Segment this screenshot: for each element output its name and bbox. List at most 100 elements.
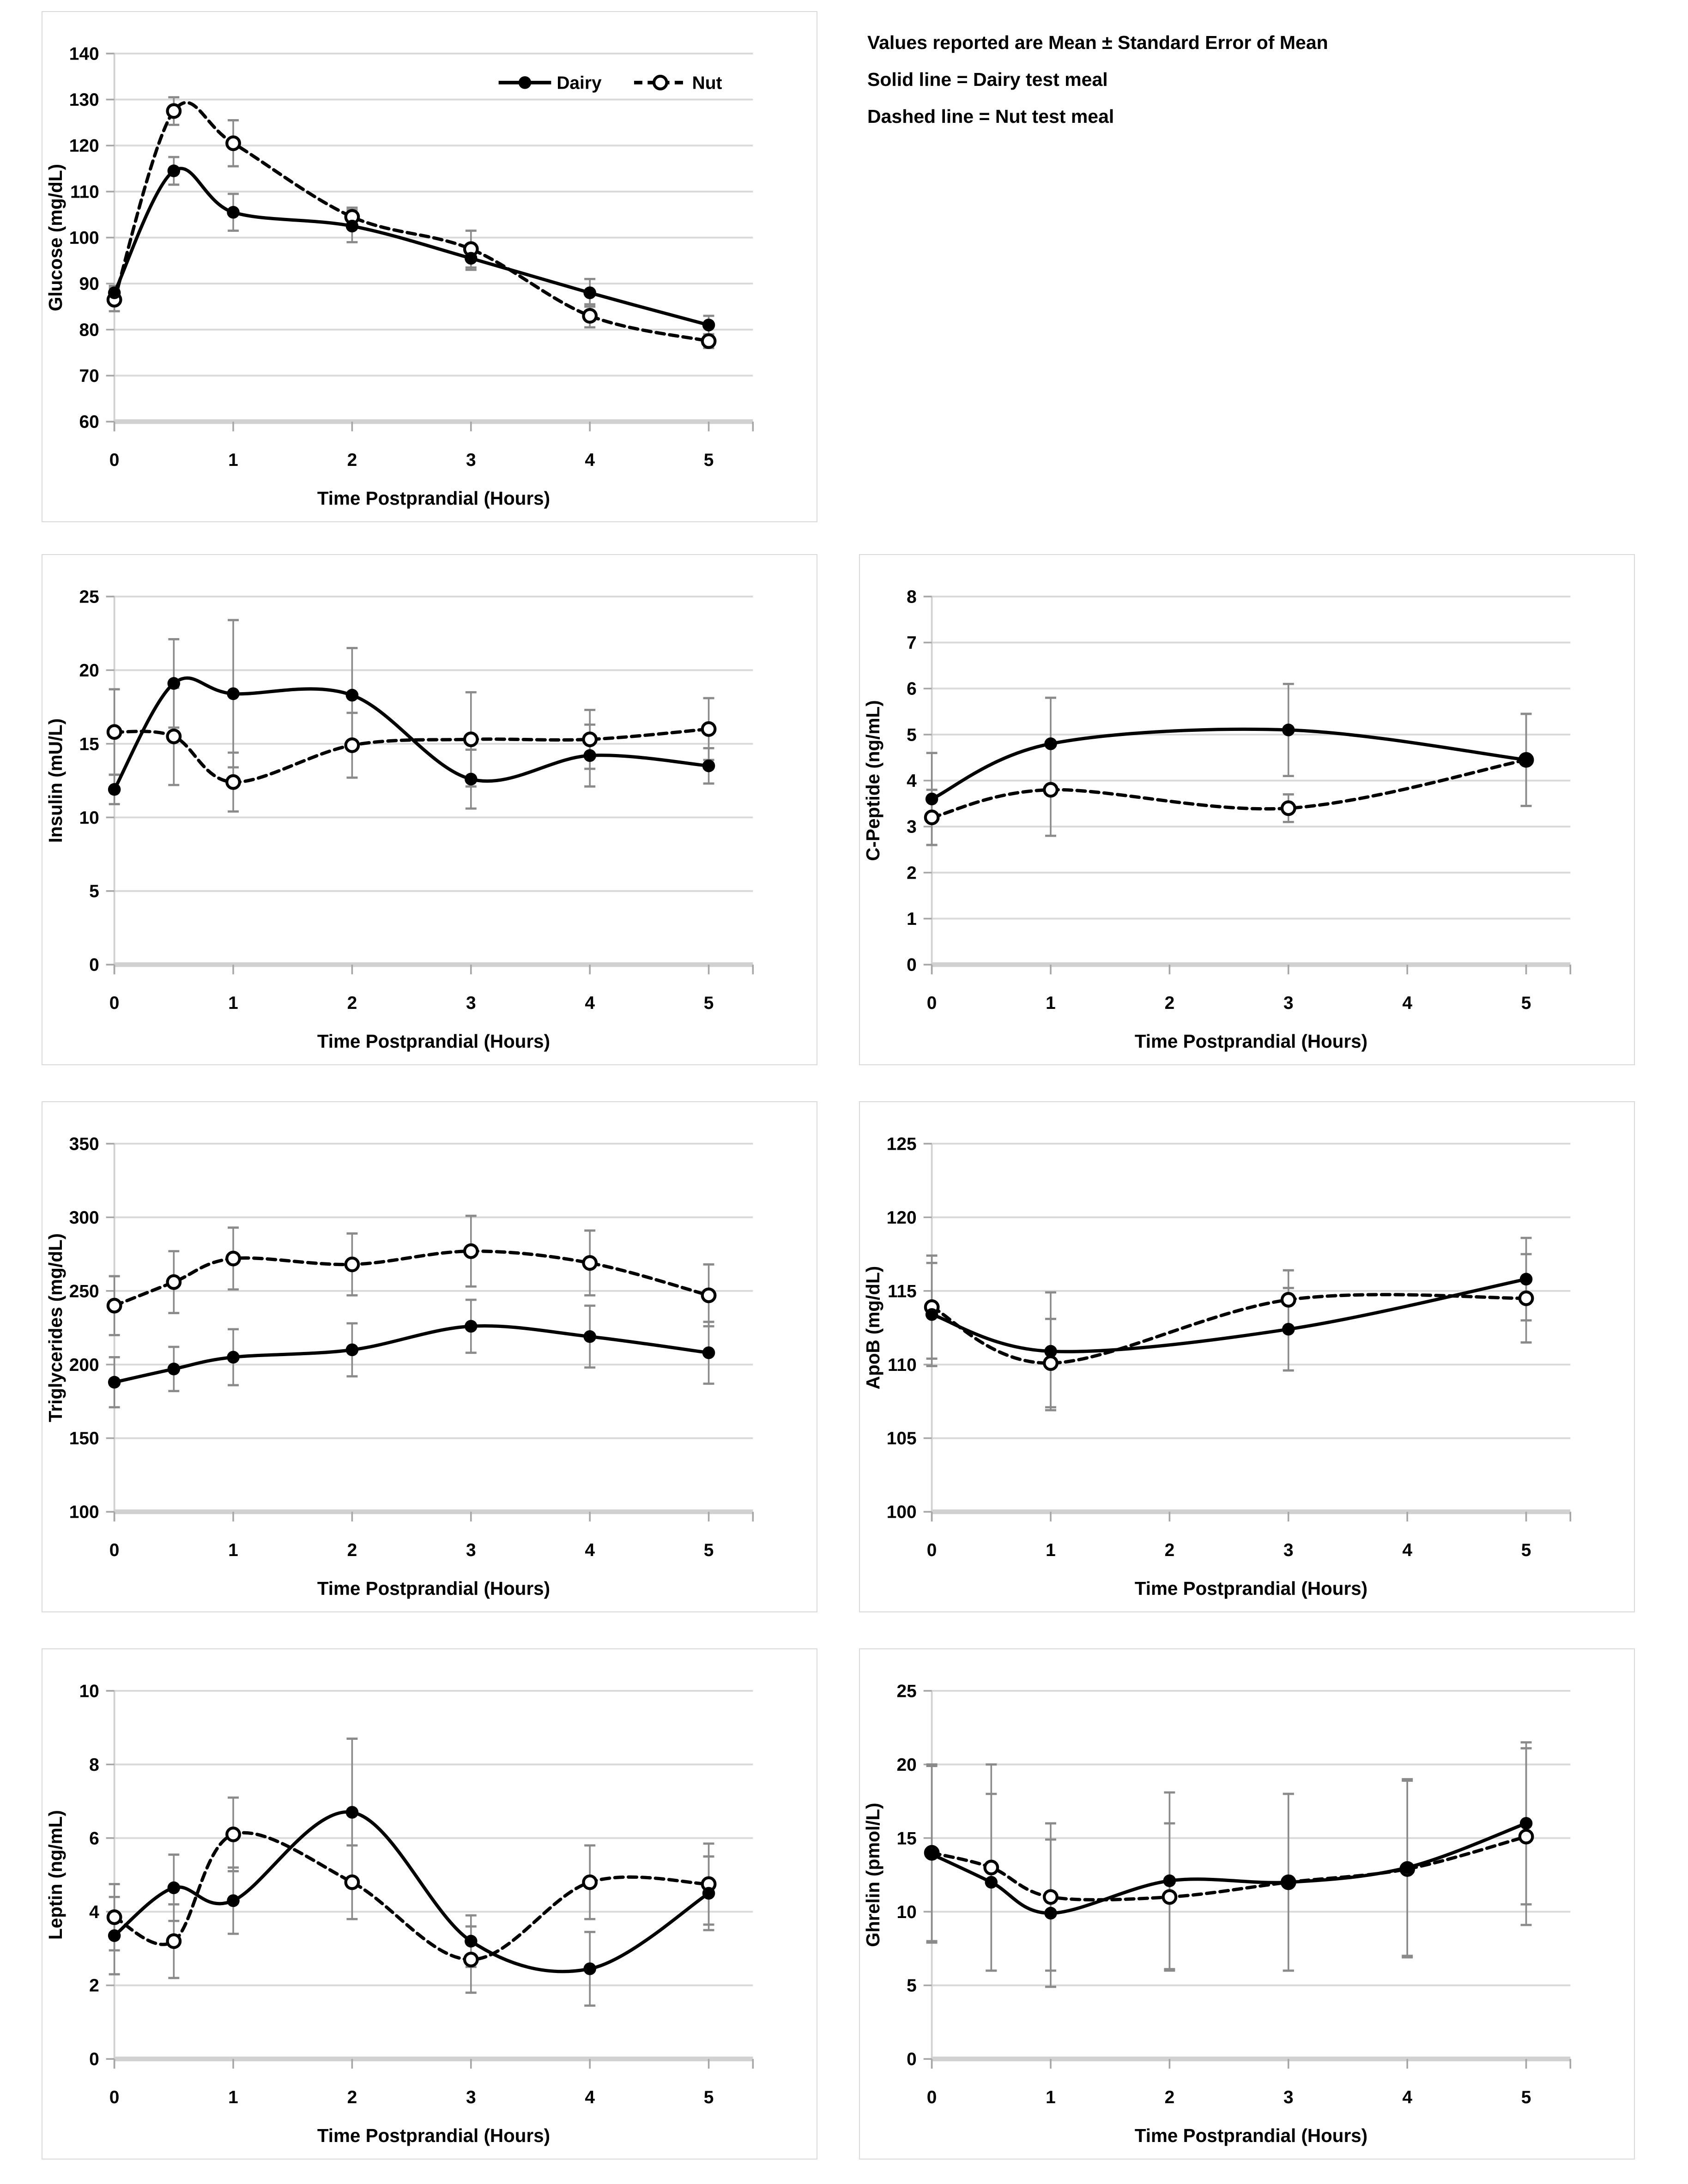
nut-series-markers <box>924 1828 1534 1905</box>
y-tick-label: 90 <box>79 274 99 294</box>
y-tick-label: 140 <box>69 44 99 64</box>
x-tick-label: 1 <box>1046 2087 1056 2107</box>
triglycerides-axis-labels: 100 150 200 250 300 350 0 1 2 3 4 5 Time Postprandia… <box>45 1134 714 1599</box>
insulin-plot: 0 5 10 15 20 25 0 1 2 3 4 5 Time Postprandial (Hours… <box>45 587 754 1052</box>
dairy-data-point <box>1044 1906 1057 1920</box>
insulin-axes <box>106 596 754 975</box>
y-tick-label: 20 <box>896 1755 916 1775</box>
cpeptide-plot: 0 1 2 3 4 5 6 7 8 0 1 2 3 4 5 Time Postprandial (Hours)… <box>862 587 1572 1052</box>
insulin-chart: 0 5 10 15 20 25 0 1 2 3 4 5 Time Postprandial (Hours… <box>42 554 817 1065</box>
nut-data-point <box>225 1826 241 1842</box>
nut-data-point <box>582 308 598 324</box>
nut-data-point <box>166 728 182 744</box>
x-tick-label: 1 <box>228 450 238 470</box>
nut-series-markers <box>106 1826 717 1967</box>
nut-data-point <box>344 1256 360 1273</box>
x-tick-label: 4 <box>585 993 595 1013</box>
x-tick-label: 2 <box>347 2087 357 2107</box>
y-tick-label: 120 <box>69 136 99 156</box>
dairy-data-point <box>345 219 359 233</box>
y-tick-label: 350 <box>69 1134 99 1154</box>
nut-series-markers <box>924 752 1534 826</box>
y-tick-label: 5 <box>907 1976 917 1996</box>
legend-nut-marker <box>652 74 668 90</box>
x-tick-label: 0 <box>109 2087 120 2107</box>
nut-data-point <box>166 103 182 119</box>
dairy-data-point <box>108 1929 121 1942</box>
nut-data-point <box>106 1909 122 1925</box>
nut-data-point <box>1518 1290 1534 1306</box>
dairy-data-point <box>925 1308 938 1321</box>
nut-series-line <box>113 1249 711 1308</box>
dairy-series-markers <box>108 164 715 332</box>
x-axis-title: Time Postprandial (Hours) <box>317 1031 550 1052</box>
dairy-series-markers <box>925 724 1533 806</box>
y-tick-label: 2 <box>89 1976 99 1996</box>
y-axis-title: Leptin (ng/mL) <box>45 1810 66 1940</box>
nut-series-line <box>930 758 1528 819</box>
y-tick-label: 110 <box>70 182 99 202</box>
x-tick-label: 4 <box>1402 1540 1412 1560</box>
dairy-series-markers <box>108 1806 715 1975</box>
nut-data-point <box>106 1297 122 1314</box>
nut-data-point <box>1043 782 1059 798</box>
x-tick-label: 1 <box>1046 993 1056 1013</box>
x-tick-label: 4 <box>1402 2087 1412 2107</box>
x-tick-label: 0 <box>109 450 120 470</box>
y-tick-label: 120 <box>887 1208 917 1228</box>
nut-data-point <box>344 1874 360 1890</box>
ghrelin-plot: 0 5 10 15 20 25 0 1 2 3 4 5 Time Postprandial (Hours… <box>862 1681 1572 2146</box>
dairy-data-point <box>1044 1345 1057 1358</box>
y-tick-label: 8 <box>89 1755 99 1775</box>
x-tick-label: 3 <box>466 2087 476 2107</box>
x-tick-label: 4 <box>585 1540 595 1560</box>
x-axis-title: Time Postprandial (Hours) <box>317 488 550 509</box>
apob-chart: 100 105 110 115 120 125 0 1 2 3 4 5 Time Postprandia… <box>859 1101 1635 1612</box>
nut-series-line <box>113 101 711 343</box>
dairy-data-point <box>583 286 596 299</box>
y-tick-label: 60 <box>79 412 99 432</box>
nut-data-point <box>344 737 360 753</box>
cpeptide-gridlines <box>932 595 1571 920</box>
y-tick-label: 3 <box>907 817 917 837</box>
x-tick-label: 5 <box>1521 993 1531 1013</box>
dairy-data-point <box>1519 1817 1533 1830</box>
y-axis-title: Ghrelin (pmol/L) <box>862 1803 883 1947</box>
cpeptide-error-bars <box>926 682 1532 846</box>
figure-notes: Values reported are Mean ± Standard Erro… <box>867 24 1671 135</box>
nut-data-point <box>463 1243 479 1259</box>
x-tick-label: 2 <box>347 993 357 1013</box>
x-tick-label: 5 <box>704 2087 714 2107</box>
y-tick-label: 200 <box>69 1355 99 1375</box>
insulin-error-bars <box>109 619 714 813</box>
x-tick-label: 5 <box>1521 1540 1531 1560</box>
nut-data-point <box>225 1250 241 1267</box>
dairy-series-line <box>930 1822 1528 1915</box>
nut-series-line <box>930 1293 1528 1365</box>
dairy-data-point <box>702 759 715 772</box>
y-tick-label: 5 <box>907 725 917 745</box>
glucose-axis-labels: 60 70 80 90 100 110 120 130 140 0 1 2 3 4 5 Time Postpr… <box>45 44 714 509</box>
dairy-data-point <box>1401 1861 1414 1874</box>
dairy-series-markers <box>108 1320 715 1389</box>
dairy-data-point <box>925 792 938 806</box>
y-tick-label: 8 <box>907 587 917 607</box>
leptin-axis-labels: 0 2 4 6 8 10 0 1 2 3 4 5 Time Postprandial (Hours) Le… <box>45 1681 714 2146</box>
cpeptide-axes <box>923 596 1572 975</box>
x-tick-label: 4 <box>1402 993 1412 1013</box>
nut-data-point <box>582 1255 598 1271</box>
dairy-data-point <box>1282 1322 1295 1336</box>
insulin-axis-labels: 0 5 10 15 20 25 0 1 2 3 4 5 Time Postprandial (Hours… <box>45 587 714 1052</box>
y-tick-label: 130 <box>69 90 99 110</box>
dairy-data-point <box>1163 1874 1176 1888</box>
dairy-data-point <box>345 1343 359 1357</box>
ghrelin-error-bars <box>926 1741 1532 1988</box>
dairy-data-point <box>227 205 240 219</box>
dairy-series-line <box>113 1810 711 1973</box>
dairy-data-point <box>1044 737 1057 750</box>
y-tick-label: 4 <box>89 1902 99 1922</box>
x-tick-label: 4 <box>585 450 595 470</box>
glucose-axes <box>106 53 754 432</box>
y-axis-title: Glucose (mg/dL) <box>45 164 66 311</box>
legend-dairy-label: Dairy <box>557 73 602 93</box>
